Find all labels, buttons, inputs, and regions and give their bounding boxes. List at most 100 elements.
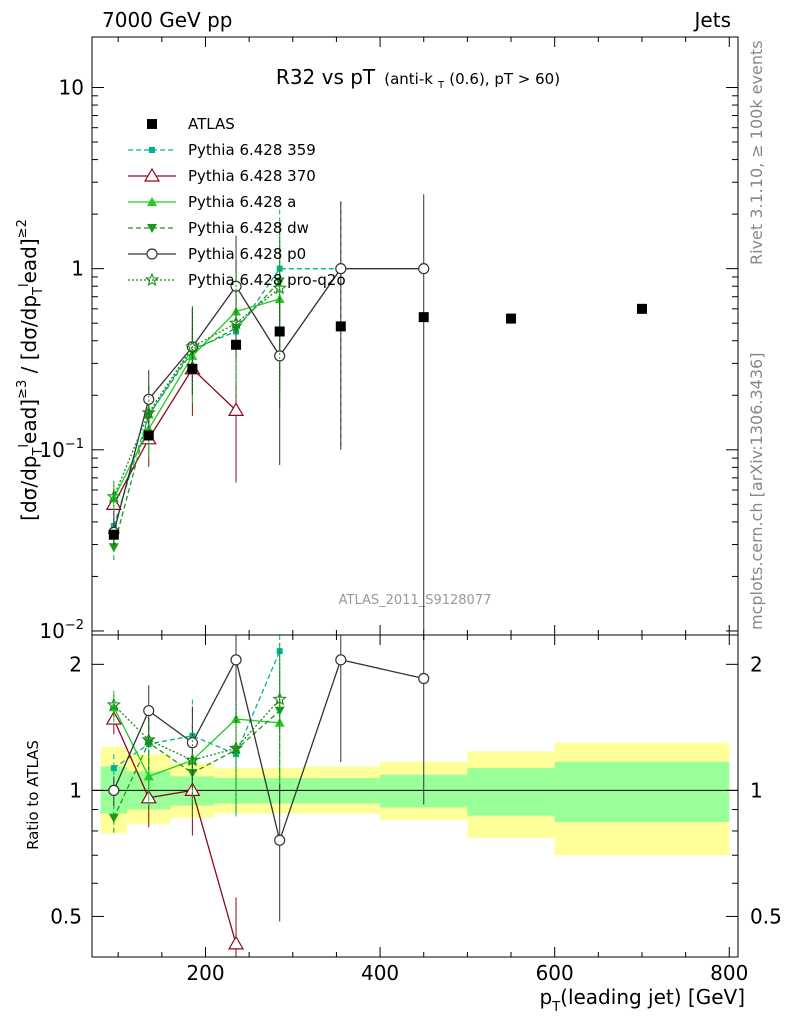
data-point	[141, 405, 156, 419]
legend-item: Pythia 6.428 pro-q2o	[128, 271, 346, 289]
data-point	[187, 363, 198, 374]
legend-label: ATLAS	[188, 115, 235, 133]
data-point	[228, 315, 244, 330]
ratio-frame	[91, 634, 739, 958]
ratio-y-tick-label-left: 2	[69, 652, 82, 676]
legend-marker	[147, 197, 157, 206]
series-line	[113, 298, 280, 499]
data-point	[230, 654, 242, 666]
data-point	[108, 784, 120, 796]
axes: 200 400 600 800 10−2 10−1 1 10 0.5 0.5 1 1 2 2	[39, 36, 782, 985]
data-point	[108, 543, 119, 553]
data-point	[274, 834, 286, 846]
data-point	[110, 765, 117, 772]
legend-item: Pythia 6.428 p0	[128, 245, 306, 263]
data-point	[274, 350, 286, 362]
data-point	[143, 771, 154, 781]
data-point	[108, 529, 119, 540]
legend-label: Pythia 6.428 a	[188, 193, 296, 211]
jets-label: Jets	[693, 8, 731, 32]
data-point	[227, 402, 245, 417]
x-tick-label: 400	[361, 961, 399, 985]
series-line	[113, 718, 237, 944]
series-line	[113, 268, 341, 527]
data-point	[108, 813, 119, 823]
data-point	[186, 737, 198, 749]
y-tick-label: 10−1	[39, 437, 84, 462]
data-point	[335, 654, 347, 666]
data-point	[274, 326, 285, 337]
analysis-watermark: ATLAS_2011_S9128077	[339, 593, 492, 608]
data-point	[418, 312, 429, 323]
svg-text:[dσ/dpTlead]≥3 / [dσ/dpTlead]≥: [dσ/dpTlead]≥3 / [dσ/dpTlead]≥2	[15, 219, 46, 521]
ratio-band-green	[554, 761, 730, 823]
data-point	[506, 313, 517, 324]
mcplots-label: mcplots.cern.ch [arXiv:1306.3436]	[747, 353, 766, 630]
series-pythia-6-428-370	[105, 328, 245, 518]
series-line	[113, 367, 237, 505]
data-point	[106, 697, 121, 712]
ratio-y-tick-label-left: 1	[69, 778, 82, 802]
legend-marker	[143, 167, 161, 182]
title-main: R32 vs pT	[276, 65, 376, 89]
series-line	[113, 698, 281, 761]
legend-marker	[149, 147, 155, 153]
x-tick-label: 600	[536, 961, 574, 985]
data-point	[143, 705, 155, 717]
series-line	[113, 650, 281, 769]
y-tick-label: 10	[59, 75, 84, 99]
legend-item: Pythia 6.428 a	[128, 193, 296, 211]
legend-marker	[146, 248, 158, 260]
series-pythia-6-428-pro-q2o	[106, 228, 287, 510]
legend-label: Pythia 6.428 370	[188, 167, 316, 185]
ratio-y-tick-label-right: 1	[750, 778, 763, 802]
ratio-panel	[92, 635, 738, 957]
legend-marker	[147, 119, 157, 129]
data-point	[272, 691, 287, 706]
energy-label: 7000 GeV pp	[102, 8, 233, 32]
series-line	[113, 280, 281, 548]
legend-item: Pythia 6.428 370	[128, 167, 316, 185]
title-cut-sub: T	[437, 80, 445, 91]
data-point	[228, 740, 244, 755]
ratio-y-tick-label-right: 0.5	[750, 904, 782, 928]
x-axis-label: pT(leading jet) [GeV]	[539, 985, 745, 1015]
data-point	[335, 263, 347, 275]
data-point	[106, 489, 121, 503]
plot-title: R32 vs pT (anti-k T (0.6), pT > 60)	[276, 65, 560, 92]
title-cut-a: (anti-k	[384, 70, 433, 88]
data-point	[274, 706, 285, 716]
data-point	[418, 672, 430, 685]
ratio-series-pythia-6-428-pro-q2o	[106, 643, 287, 811]
legend-marker	[147, 224, 157, 233]
series-line	[113, 287, 281, 498]
legend-item: Pythia 6.428 dw	[128, 219, 309, 237]
series-atlas	[108, 303, 647, 540]
data-point	[335, 321, 346, 332]
y-tick-label: 10−2	[39, 618, 84, 643]
legend-label: Pythia 6.428 dw	[188, 219, 309, 237]
x-tick-label: 800	[710, 961, 748, 985]
legend-marker	[144, 272, 160, 287]
legend-label: Pythia 6.428 359	[188, 141, 316, 159]
ratio-series-pythia-6-428-370	[105, 705, 245, 957]
x-tick-label: 200	[186, 961, 224, 985]
data-point	[185, 752, 200, 767]
legend-item: Pythia 6.428 359	[128, 141, 316, 159]
data-point	[227, 935, 245, 950]
data-point	[276, 648, 283, 655]
data-point	[418, 263, 430, 275]
legend-label: Pythia 6.428 p0	[188, 245, 306, 263]
series-line	[113, 268, 424, 533]
title-cut-b: (0.6), pT > 60)	[449, 70, 560, 88]
ratio-y-tick-label-right: 2	[750, 652, 763, 676]
rivet-version-label: Rivet 3.1.10, ≥ 100k events	[747, 40, 766, 265]
data-point	[272, 280, 287, 295]
data-point	[231, 339, 242, 350]
ratio-band-green	[467, 768, 555, 816]
ratio-y-axis-label: Ratio to ATLAS	[24, 740, 42, 850]
data-point	[143, 430, 154, 441]
ratio-y-tick-label-left: 0.5	[50, 904, 82, 928]
data-point	[141, 732, 156, 746]
